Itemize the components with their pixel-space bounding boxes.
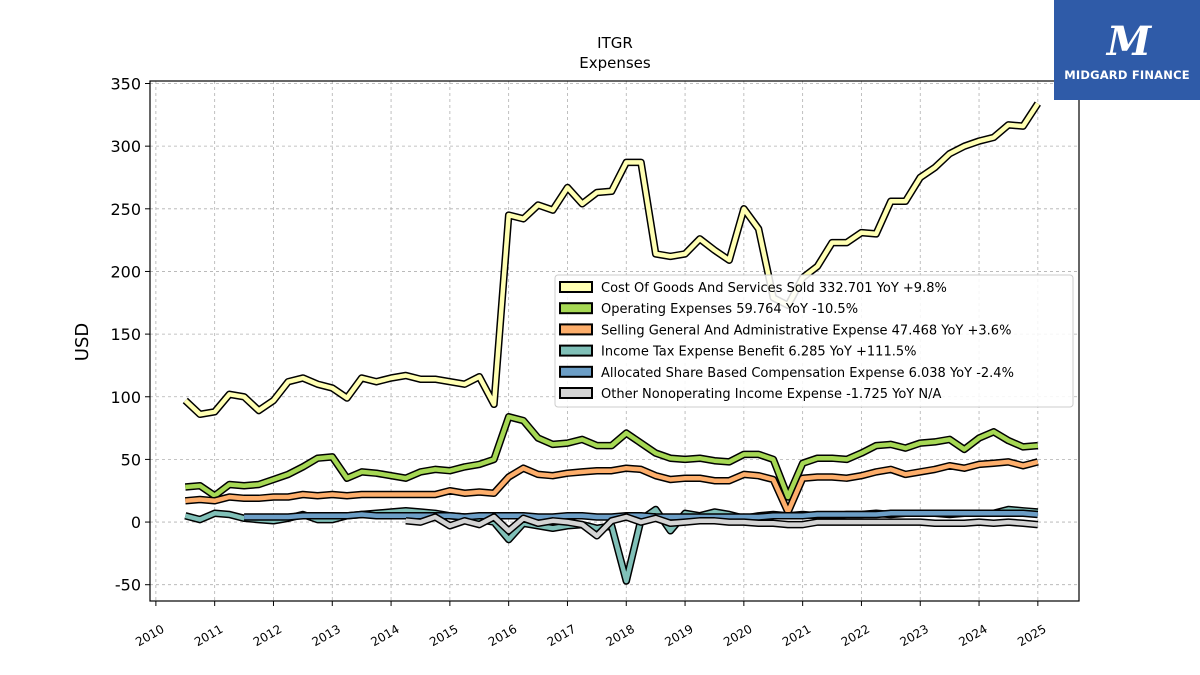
legend-entry: Selling General And Administrative Expen…: [601, 323, 1011, 338]
series-line-selling-general-and-administrative-expense: [185, 459, 1039, 515]
series-line-other-nonoperating-income-expense: [405, 514, 1038, 539]
x-tick-label: 2014: [368, 622, 401, 649]
x-tick-label: 2013: [310, 622, 343, 649]
legend-swatch: [559, 365, 593, 378]
y-tick-label: 250: [110, 200, 141, 219]
legend-entry: Other Nonoperating Income Expense -1.725…: [601, 387, 941, 402]
legend-entry: Cost Of Goods And Services Sold 332.701 …: [601, 281, 947, 296]
legend-swatch: [559, 302, 593, 315]
x-tick-label: 2015: [427, 622, 460, 649]
x-tick-label: 2011: [192, 622, 225, 649]
legend: Cost Of Goods And Services Sold 332.701 …: [554, 274, 1074, 408]
x-tick-label: 2018: [604, 622, 637, 649]
legend-swatch: [559, 281, 593, 293]
y-tick-label: 350: [110, 75, 141, 94]
y-tick-label: -50: [115, 576, 141, 595]
y-axis-label: USD: [72, 323, 93, 361]
legend-entry: Operating Expenses 59.764 YoY -10.5%: [601, 302, 858, 317]
legend-box: [554, 274, 1074, 408]
x-tick-label: 2019: [662, 622, 695, 649]
logo-mark-icon: M: [1106, 18, 1151, 65]
y-tick-label: 300: [110, 137, 141, 156]
midgard-finance-logo: M MIDGARD FINANCE: [1054, 0, 1200, 100]
x-tick-label: 2022: [839, 622, 872, 649]
y-tick-label: 150: [110, 325, 141, 344]
chart-subtitle: Expenses: [579, 54, 651, 72]
x-tick-label: 2017: [545, 622, 578, 649]
series-line-cost-of-goods-and-services-sold: [183, 102, 1040, 417]
series-line-operating-expenses: [185, 414, 1038, 500]
x-tick-label: 2021: [780, 622, 813, 649]
x-tick-label: 2024: [956, 622, 989, 649]
x-tick-label: 2016: [486, 622, 519, 649]
legend-swatch: [559, 323, 593, 336]
y-tick-label: 0: [131, 513, 141, 532]
chart-title: ITGR: [597, 34, 633, 52]
x-tick-label: 2023: [898, 622, 931, 649]
series-outline-operating-expenses: [184, 413, 1039, 501]
y-tick-label: 200: [110, 262, 141, 281]
y-tick-label: 100: [110, 388, 141, 407]
legend-entry: Allocated Share Based Compensation Expen…: [601, 366, 1014, 381]
legend-entry: Income Tax Expense Benefit 6.285 YoY +11…: [601, 345, 916, 360]
series-lines: [182, 101, 1041, 585]
x-tick-label: 2020: [721, 622, 754, 649]
legend-swatch: [559, 387, 593, 399]
legend-swatch: [559, 344, 593, 357]
series-line-allocated-share-based-compensation-expense: [244, 511, 1038, 520]
x-tick-label: 2010: [133, 622, 166, 649]
logo-text: MIDGARD FINANCE: [1064, 68, 1190, 82]
x-tick-label: 2025: [1015, 622, 1048, 649]
x-tick-label: 2012: [251, 622, 284, 649]
plot-frame: [149, 80, 1080, 602]
y-tick-label: 50: [121, 450, 141, 469]
